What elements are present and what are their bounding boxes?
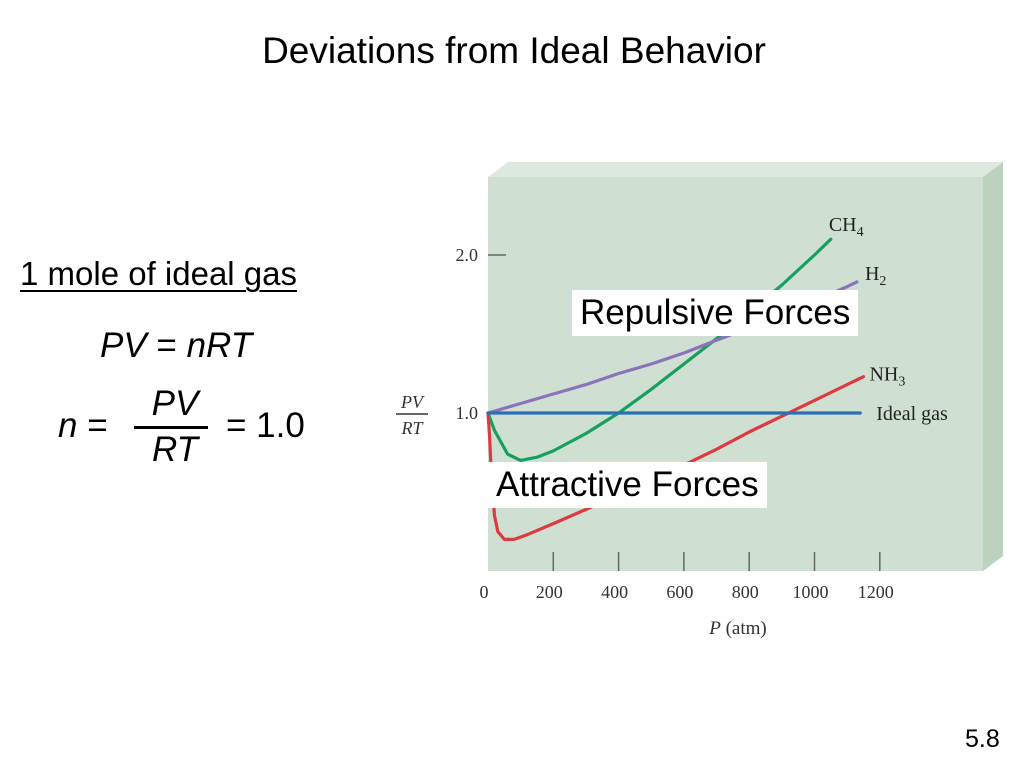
panel-side-face xyxy=(983,162,1003,571)
x-tick-label: 1000 xyxy=(793,582,829,602)
slide-title: Deviations from Ideal Behavior xyxy=(262,30,766,71)
eq2-denominator: RT xyxy=(151,430,199,469)
eq2-equals: = xyxy=(77,406,108,445)
eq1-lhs: PV xyxy=(100,326,147,365)
eq2-fraction-bar xyxy=(134,426,208,429)
y-axis-label-numerator: PV xyxy=(400,392,425,412)
x-tick-label: 1200 xyxy=(858,582,894,602)
ideal-gas-equation: PV = nRT xyxy=(100,326,252,366)
x-tick-label: 200 xyxy=(536,582,563,602)
plot-panel xyxy=(488,177,983,571)
x-axis-label: P (atm) xyxy=(708,618,767,639)
series-label-h: H2 xyxy=(865,263,886,289)
eq2-numerator: PV xyxy=(151,384,199,423)
attractive-forces-callout: Attractive Forces xyxy=(488,462,767,508)
slide-number: 5.8 xyxy=(965,725,1000,753)
series-label-ideal-gas: Ideal gas xyxy=(876,403,948,425)
x-tick-label: 600 xyxy=(666,582,693,602)
series-line-nh xyxy=(486,375,866,542)
subheading: 1 mole of ideal gas xyxy=(20,255,298,292)
eq2-lhs: n xyxy=(58,406,78,445)
repulsive-forces-callout: Repulsive Forces xyxy=(572,290,859,336)
eq2-lhs-group: n = xyxy=(58,406,108,446)
y-tick-label: 1.0 xyxy=(456,403,479,423)
series-label-nh: NH3 xyxy=(869,364,905,390)
y-tick-label: 2.0 xyxy=(456,245,479,265)
y-axis-label-denominator: RT xyxy=(400,418,424,438)
series-label-ch: CH4 xyxy=(829,214,864,240)
x-tick-label: 800 xyxy=(732,582,759,602)
eq1-equals: = xyxy=(146,326,187,365)
eq1-rhs: nRT xyxy=(186,326,253,365)
x-tick-label: 400 xyxy=(601,582,628,602)
panel-top-face xyxy=(488,162,1003,177)
x-tick-label: 0 xyxy=(480,582,489,602)
eq2-result: = 1.0 xyxy=(226,406,305,445)
